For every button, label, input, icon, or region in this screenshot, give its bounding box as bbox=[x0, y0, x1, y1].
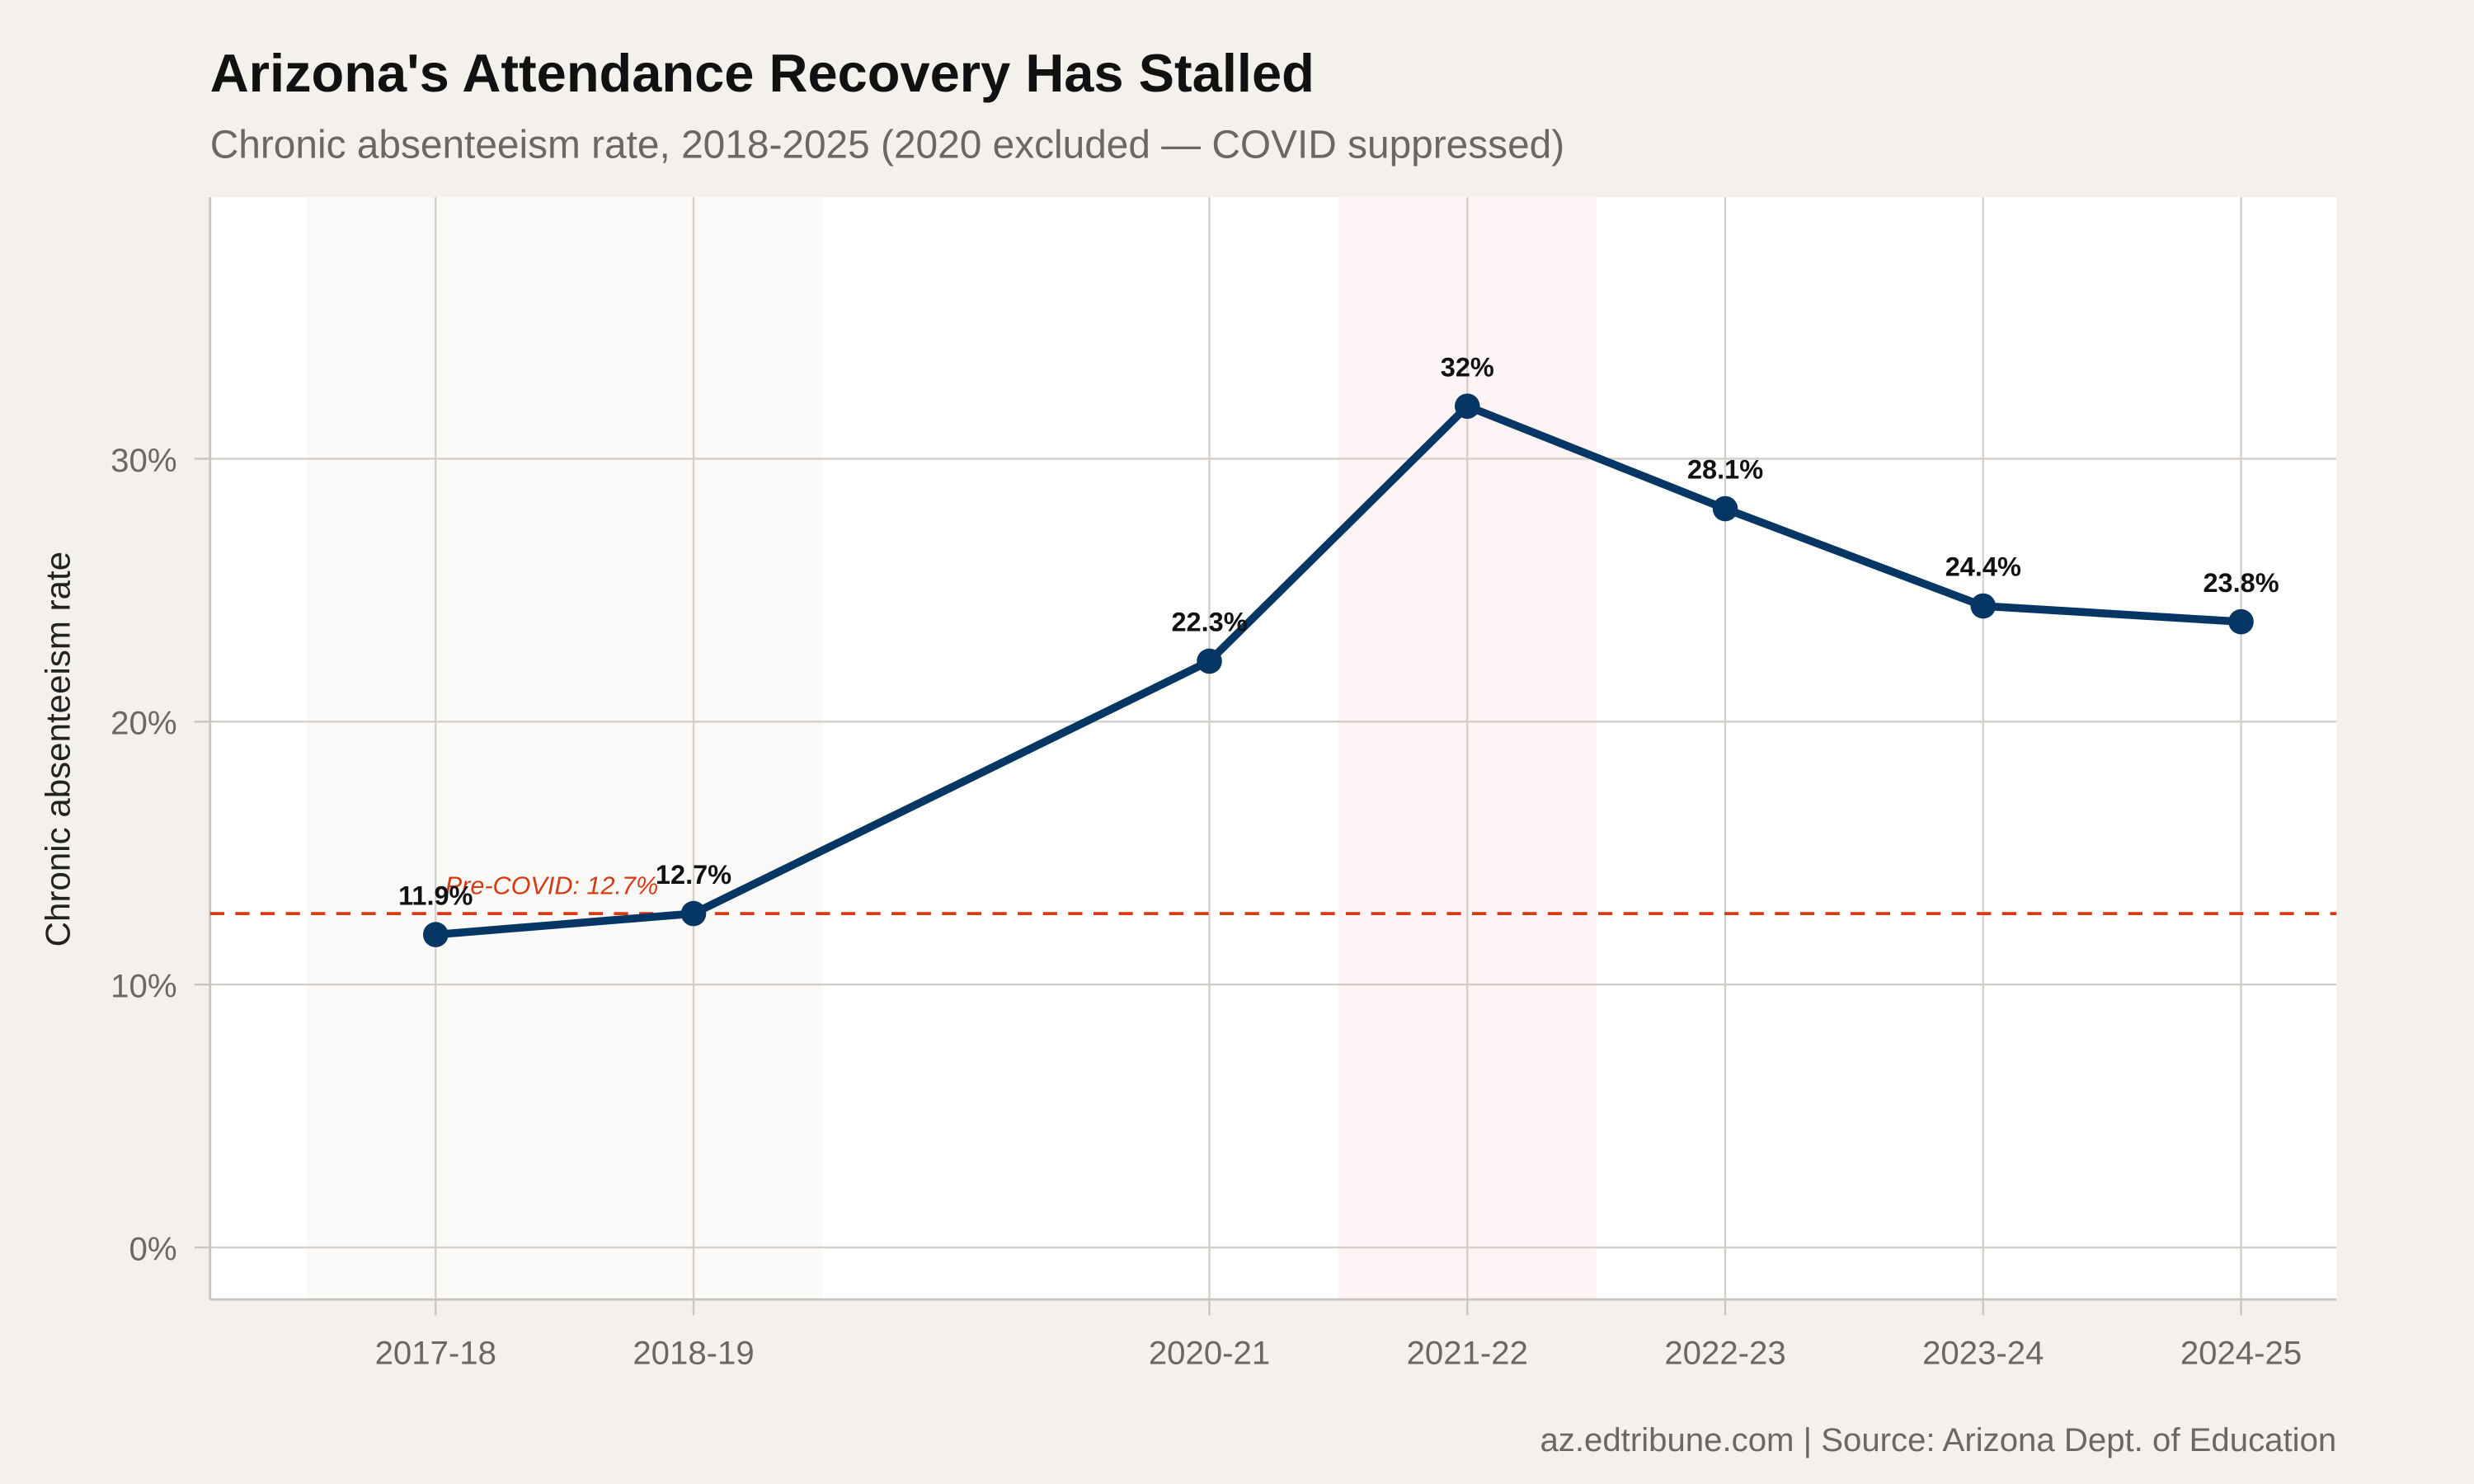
data-point bbox=[1197, 648, 1222, 674]
x-tick-label: 2017-18 bbox=[375, 1335, 496, 1372]
y-tick-label: 30% bbox=[111, 442, 176, 479]
x-tick-label: 2024-25 bbox=[2180, 1335, 2302, 1372]
y-tick-label: 10% bbox=[111, 968, 176, 1005]
data-point bbox=[1970, 593, 1997, 619]
data-point bbox=[422, 922, 449, 947]
data-label: 11.9% bbox=[398, 881, 473, 910]
data-point bbox=[680, 900, 707, 927]
x-tick-label: 2018-19 bbox=[633, 1335, 754, 1372]
y-tick-label: 20% bbox=[111, 705, 176, 742]
caption: az.edtribune.com | Source: Arizona Dept.… bbox=[1540, 1421, 2336, 1458]
data-label: 28.1% bbox=[1687, 455, 1763, 485]
reference-line-label: Pre-COVID: 12.7% bbox=[445, 872, 658, 900]
data-point bbox=[2228, 608, 2254, 635]
y-tick-label: 0% bbox=[129, 1230, 177, 1267]
x-tick-label: 2022-23 bbox=[1664, 1335, 1785, 1372]
data-point bbox=[1454, 393, 1480, 419]
chart-title: Arizona's Attendance Recovery Has Stalle… bbox=[210, 43, 1315, 103]
x-tick-label: 2021-22 bbox=[1407, 1335, 1528, 1372]
y-axis-title: Chronic absenteeism rate bbox=[38, 552, 77, 946]
data-label: 24.4% bbox=[1945, 552, 2021, 582]
data-label: 23.8% bbox=[2203, 568, 2279, 598]
data-label: 12.7% bbox=[656, 860, 731, 890]
data-label: 32% bbox=[1441, 352, 1494, 382]
chart-subtitle: Chronic absenteeism rate, 2018-2025 (202… bbox=[210, 123, 1564, 167]
data-point bbox=[1712, 495, 1738, 522]
shaded-period-band bbox=[306, 197, 823, 1300]
x-tick-label: 2023-24 bbox=[1922, 1335, 2044, 1372]
x-tick-label: 2020-21 bbox=[1149, 1335, 1270, 1372]
data-label: 22.3% bbox=[1171, 608, 1247, 637]
